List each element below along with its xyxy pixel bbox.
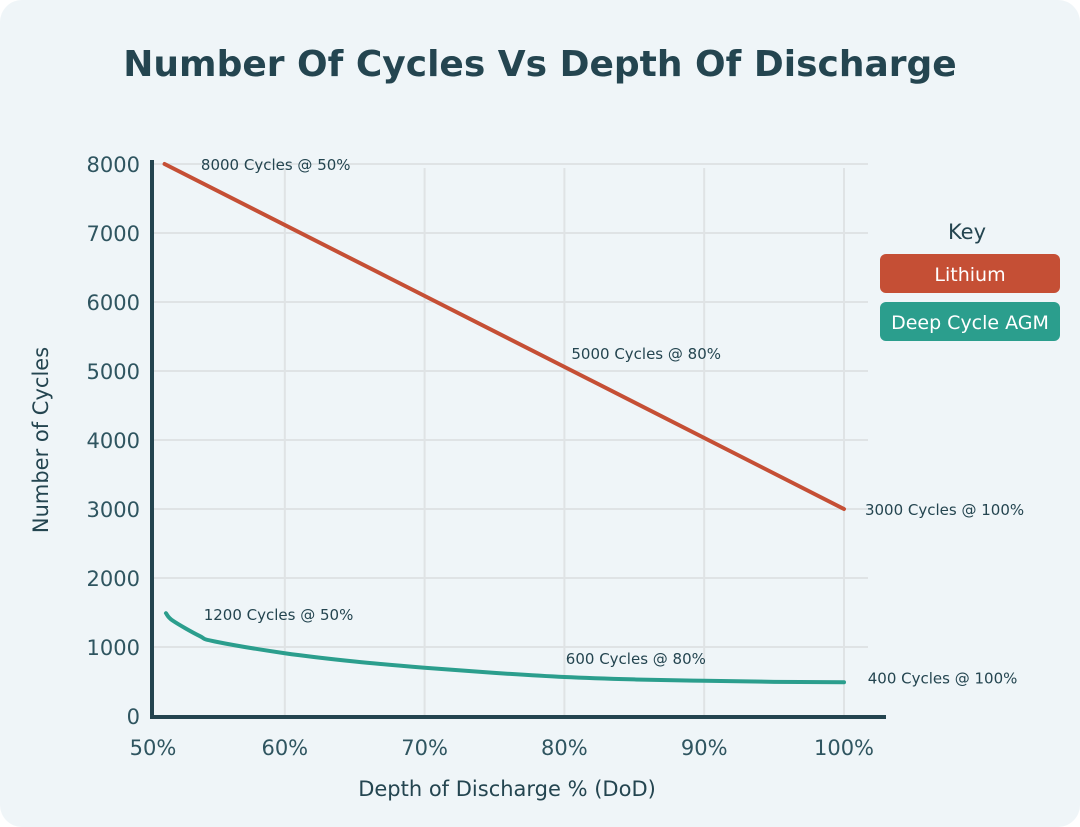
y-tick-label: 0	[127, 705, 140, 729]
data-annotation: 5000 Cycles @ 80%	[571, 345, 721, 363]
x-tick-label: 100%	[814, 736, 874, 760]
y-tick-label: 2000	[87, 567, 140, 591]
tick-labels: 50% 60% 70% 80% 90% 100% 0 1000 2000 3000 4000 5000…	[87, 153, 874, 760]
x-tick-label: 70%	[401, 736, 448, 760]
x-tick-label: 60%	[261, 736, 308, 760]
grid	[152, 163, 868, 716]
legend-label: Deep Cycle AGM	[891, 312, 1049, 334]
x-tick-label: 80%	[541, 736, 588, 760]
chart-title: Number Of Cycles Vs Depth Of Discharge	[123, 44, 956, 85]
y-tick-label: 3000	[87, 498, 140, 522]
data-annotation: 400 Cycles @ 100%	[868, 669, 1018, 687]
x-axis-label: Depth of Discharge % (DoD)	[358, 777, 656, 801]
y-axis-label: Number of Cycles	[29, 347, 53, 533]
y-tick-label: 7000	[87, 222, 140, 246]
data-annotation: 3000 Cycles @ 100%	[865, 501, 1024, 519]
x-tick-label: 50%	[130, 736, 177, 760]
y-tick-label: 6000	[87, 291, 140, 315]
y-tick-label: 5000	[87, 360, 140, 384]
data-annotation: 1200 Cycles @ 50%	[204, 606, 354, 624]
x-tick-label: 90%	[681, 736, 728, 760]
series-line-0	[162, 162, 846, 511]
y-tick-label: 1000	[87, 636, 140, 660]
data-annotation: 8000 Cycles @ 50%	[201, 156, 351, 174]
annotations: 8000 Cycles @ 50% 5000 Cycles @ 80% 3000 C…	[201, 156, 1024, 687]
y-tick-label: 4000	[87, 429, 140, 453]
legend: Key Lithium Deep Cycle AGM	[880, 220, 1060, 341]
series-line-1	[163, 611, 846, 685]
legend-label: Lithium	[934, 264, 1005, 286]
legend-swatch	[880, 302, 1060, 341]
series-lines	[162, 162, 846, 685]
data-annotation: 600 Cycles @ 80%	[566, 650, 706, 668]
legend-swatch	[880, 254, 1060, 293]
legend-title: Key	[948, 220, 986, 244]
y-tick-label: 8000	[87, 153, 140, 177]
